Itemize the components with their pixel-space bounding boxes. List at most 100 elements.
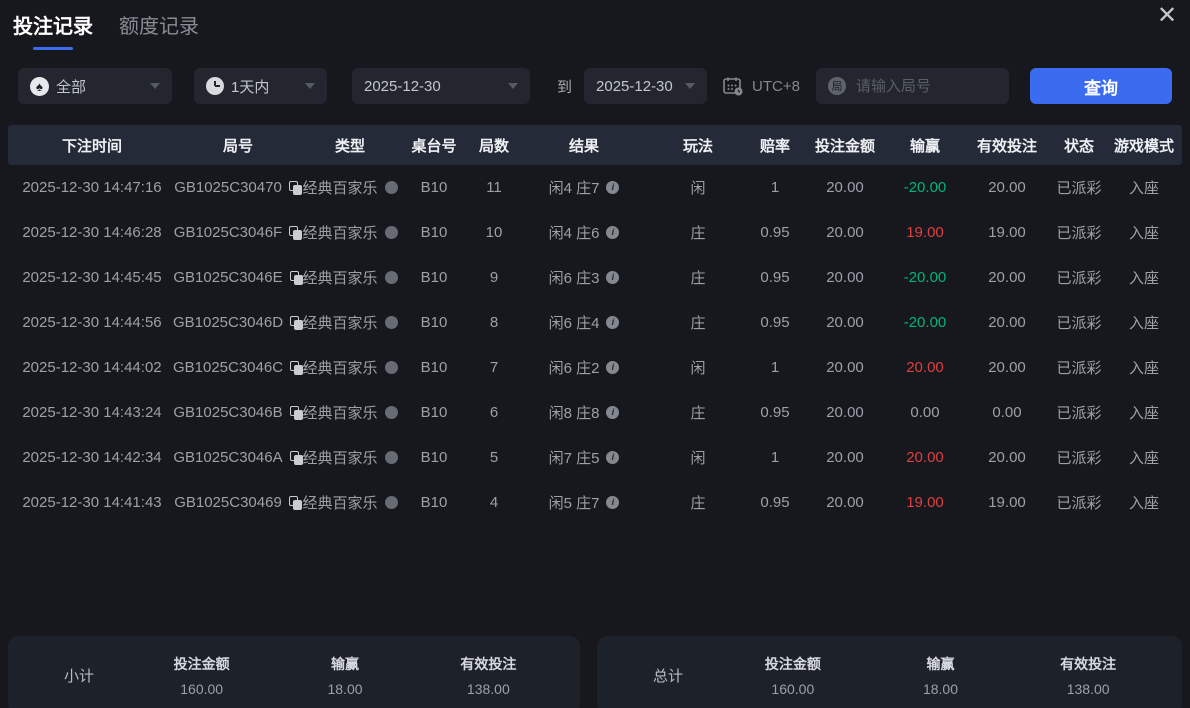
table-row: 2025-12-30 14:43:24 GB1025C3046B 经典百家乐 B10 6…: [8, 390, 1182, 435]
cell-odds: 1: [748, 435, 802, 480]
copy-icon[interactable]: [289, 270, 303, 285]
copy-icon[interactable]: [289, 450, 303, 465]
cell-bet-time: 2025-12-30 14:47:16: [8, 165, 176, 210]
info-icon[interactable]: [606, 181, 620, 194]
copy-icon[interactable]: [289, 405, 303, 420]
cell-game-type-text: 经典百家乐: [302, 270, 378, 287]
cell-odds-text: 0.95: [760, 314, 790, 331]
cell-result: 闲7 庄5: [520, 435, 648, 480]
cell-game-mode-text: 入座: [1128, 225, 1159, 242]
cell-result: 闲8 庄8: [520, 390, 648, 435]
round-search-input[interactable]: [853, 76, 997, 96]
cell-play: 闲: [648, 345, 748, 390]
cell-game-mode-text: 入座: [1128, 450, 1159, 467]
date-to-select[interactable]: 2025-12-30: [584, 68, 708, 104]
cell-valid-bet: 20.00: [962, 345, 1052, 390]
filter-bar: 全部 1天内 2025-12-30 到 2025-12-30: [18, 68, 1172, 104]
stat-value: 160.00: [180, 680, 224, 697]
game-logo-icon: [384, 226, 398, 239]
cell-play-text: 庄: [690, 315, 706, 332]
cell-table-no: B10: [400, 480, 468, 525]
cell-bet-time-text: 2025-12-30 14:45:45: [22, 269, 162, 286]
cell-game-mode-text: 入座: [1128, 180, 1159, 197]
cell-round-id: GB1025C3046A: [173, 435, 303, 480]
cell-bet-amount: 20.00: [802, 300, 888, 345]
cell-game-type-text: 经典百家乐: [302, 315, 378, 332]
cell-valid-bet: 19.00: [962, 210, 1052, 255]
info-icon[interactable]: [606, 271, 620, 284]
column-header: 结果: [568, 137, 599, 155]
cell-result-text: 闲8 庄8: [548, 405, 600, 422]
date-from-select[interactable]: 2025-12-30: [352, 68, 530, 104]
cell-table-no: B10: [400, 390, 468, 435]
cell-table-no-text: B10: [420, 449, 448, 466]
column-header: 局数: [478, 137, 509, 155]
total-panel: 总计 投注金额 160.00 输赢 18.00 有效投注 138.00: [597, 636, 1182, 708]
cell-win-loss: -20.00: [888, 165, 962, 210]
info-icon[interactable]: [606, 316, 620, 329]
stat-label: 输赢: [331, 655, 359, 672]
cell-odds: 0.95: [748, 255, 802, 300]
time-range-select[interactable]: 1天内: [194, 68, 327, 104]
stat-label: 投注金额: [764, 655, 821, 672]
cell-win-loss: 20.00: [888, 435, 962, 480]
cell-bet-amount: 20.00: [802, 390, 888, 435]
info-icon[interactable]: [606, 226, 620, 239]
cell-valid-bet: 20.00: [962, 255, 1052, 300]
game-type-select[interactable]: 全部: [18, 68, 172, 104]
cell-status-text: 已派彩: [1056, 495, 1102, 512]
copy-icon[interactable]: [290, 360, 304, 375]
cell-play-text: 闲: [690, 450, 706, 467]
tab-quota-records[interactable]: 额度记录: [119, 10, 199, 50]
cell-round-id-text: GB1025C3046A: [173, 449, 283, 466]
stat-value: 18.00: [922, 680, 959, 697]
cell-bet-amount: 20.00: [802, 165, 888, 210]
cell-round-no: 8: [468, 300, 520, 345]
cell-play-text: 闲: [690, 360, 706, 377]
column-header: 类型: [334, 137, 365, 155]
tab-betting-records[interactable]: 投注记录: [13, 10, 93, 50]
info-icon[interactable]: [606, 361, 620, 374]
info-icon[interactable]: [606, 496, 620, 509]
cell-round-no-text: 8: [489, 314, 499, 331]
cell-result-text: 闲4 庄7: [548, 180, 600, 197]
cell-win-loss: 19.00: [888, 210, 962, 255]
cell-valid-bet: 0.00: [962, 390, 1052, 435]
cell-round-no: 6: [468, 390, 520, 435]
close-icon[interactable]: ✕: [1156, 1, 1178, 29]
copy-icon[interactable]: [290, 315, 304, 330]
copy-icon[interactable]: [288, 495, 302, 510]
query-button[interactable]: 查询: [1030, 68, 1172, 104]
info-icon[interactable]: [606, 451, 620, 464]
cell-play-text: 闲: [690, 180, 706, 197]
copy-icon[interactable]: [288, 180, 302, 195]
cell-valid-bet: 20.00: [962, 435, 1052, 480]
cell-game-type: 经典百家乐: [300, 435, 400, 480]
cell-win-loss-text: 20.00: [906, 359, 944, 376]
cell-bet-time-text: 2025-12-30 14:44:02: [22, 359, 162, 376]
copy-icon[interactable]: [289, 225, 303, 240]
cell-valid-bet-text: 0.00: [992, 404, 1022, 421]
cell-result-text: 闲5 庄7: [548, 495, 600, 512]
info-icon[interactable]: [606, 406, 620, 419]
subtotal-valid-bet: 有效投注 138.00: [417, 654, 560, 697]
cell-odds-text: 1: [770, 359, 780, 376]
chevron-down-icon: [685, 83, 696, 89]
cell-round-no: 7: [468, 345, 520, 390]
cell-status-text: 已派彩: [1056, 450, 1102, 467]
cell-table-no-text: B10: [420, 314, 448, 331]
cell-win-loss-text: -20.00: [903, 179, 947, 196]
cell-round-no: 10: [468, 210, 520, 255]
total-valid-bet: 有效投注 138.00: [1014, 654, 1162, 697]
cell-bet-amount-text: 20.00: [826, 449, 864, 466]
cell-result: 闲4 庄6: [520, 210, 648, 255]
cell-bet-time: 2025-12-30 14:46:28: [8, 210, 176, 255]
cell-bet-time: 2025-12-30 14:41:43: [8, 480, 176, 525]
cell-play: 庄: [648, 300, 748, 345]
cell-game-mode-text: 入座: [1128, 360, 1159, 377]
cell-win-loss: 20.00: [888, 345, 962, 390]
cell-odds-text: 1: [770, 179, 780, 196]
cell-win-loss: -20.00: [888, 300, 962, 345]
cell-game-mode: 入座: [1106, 480, 1182, 525]
